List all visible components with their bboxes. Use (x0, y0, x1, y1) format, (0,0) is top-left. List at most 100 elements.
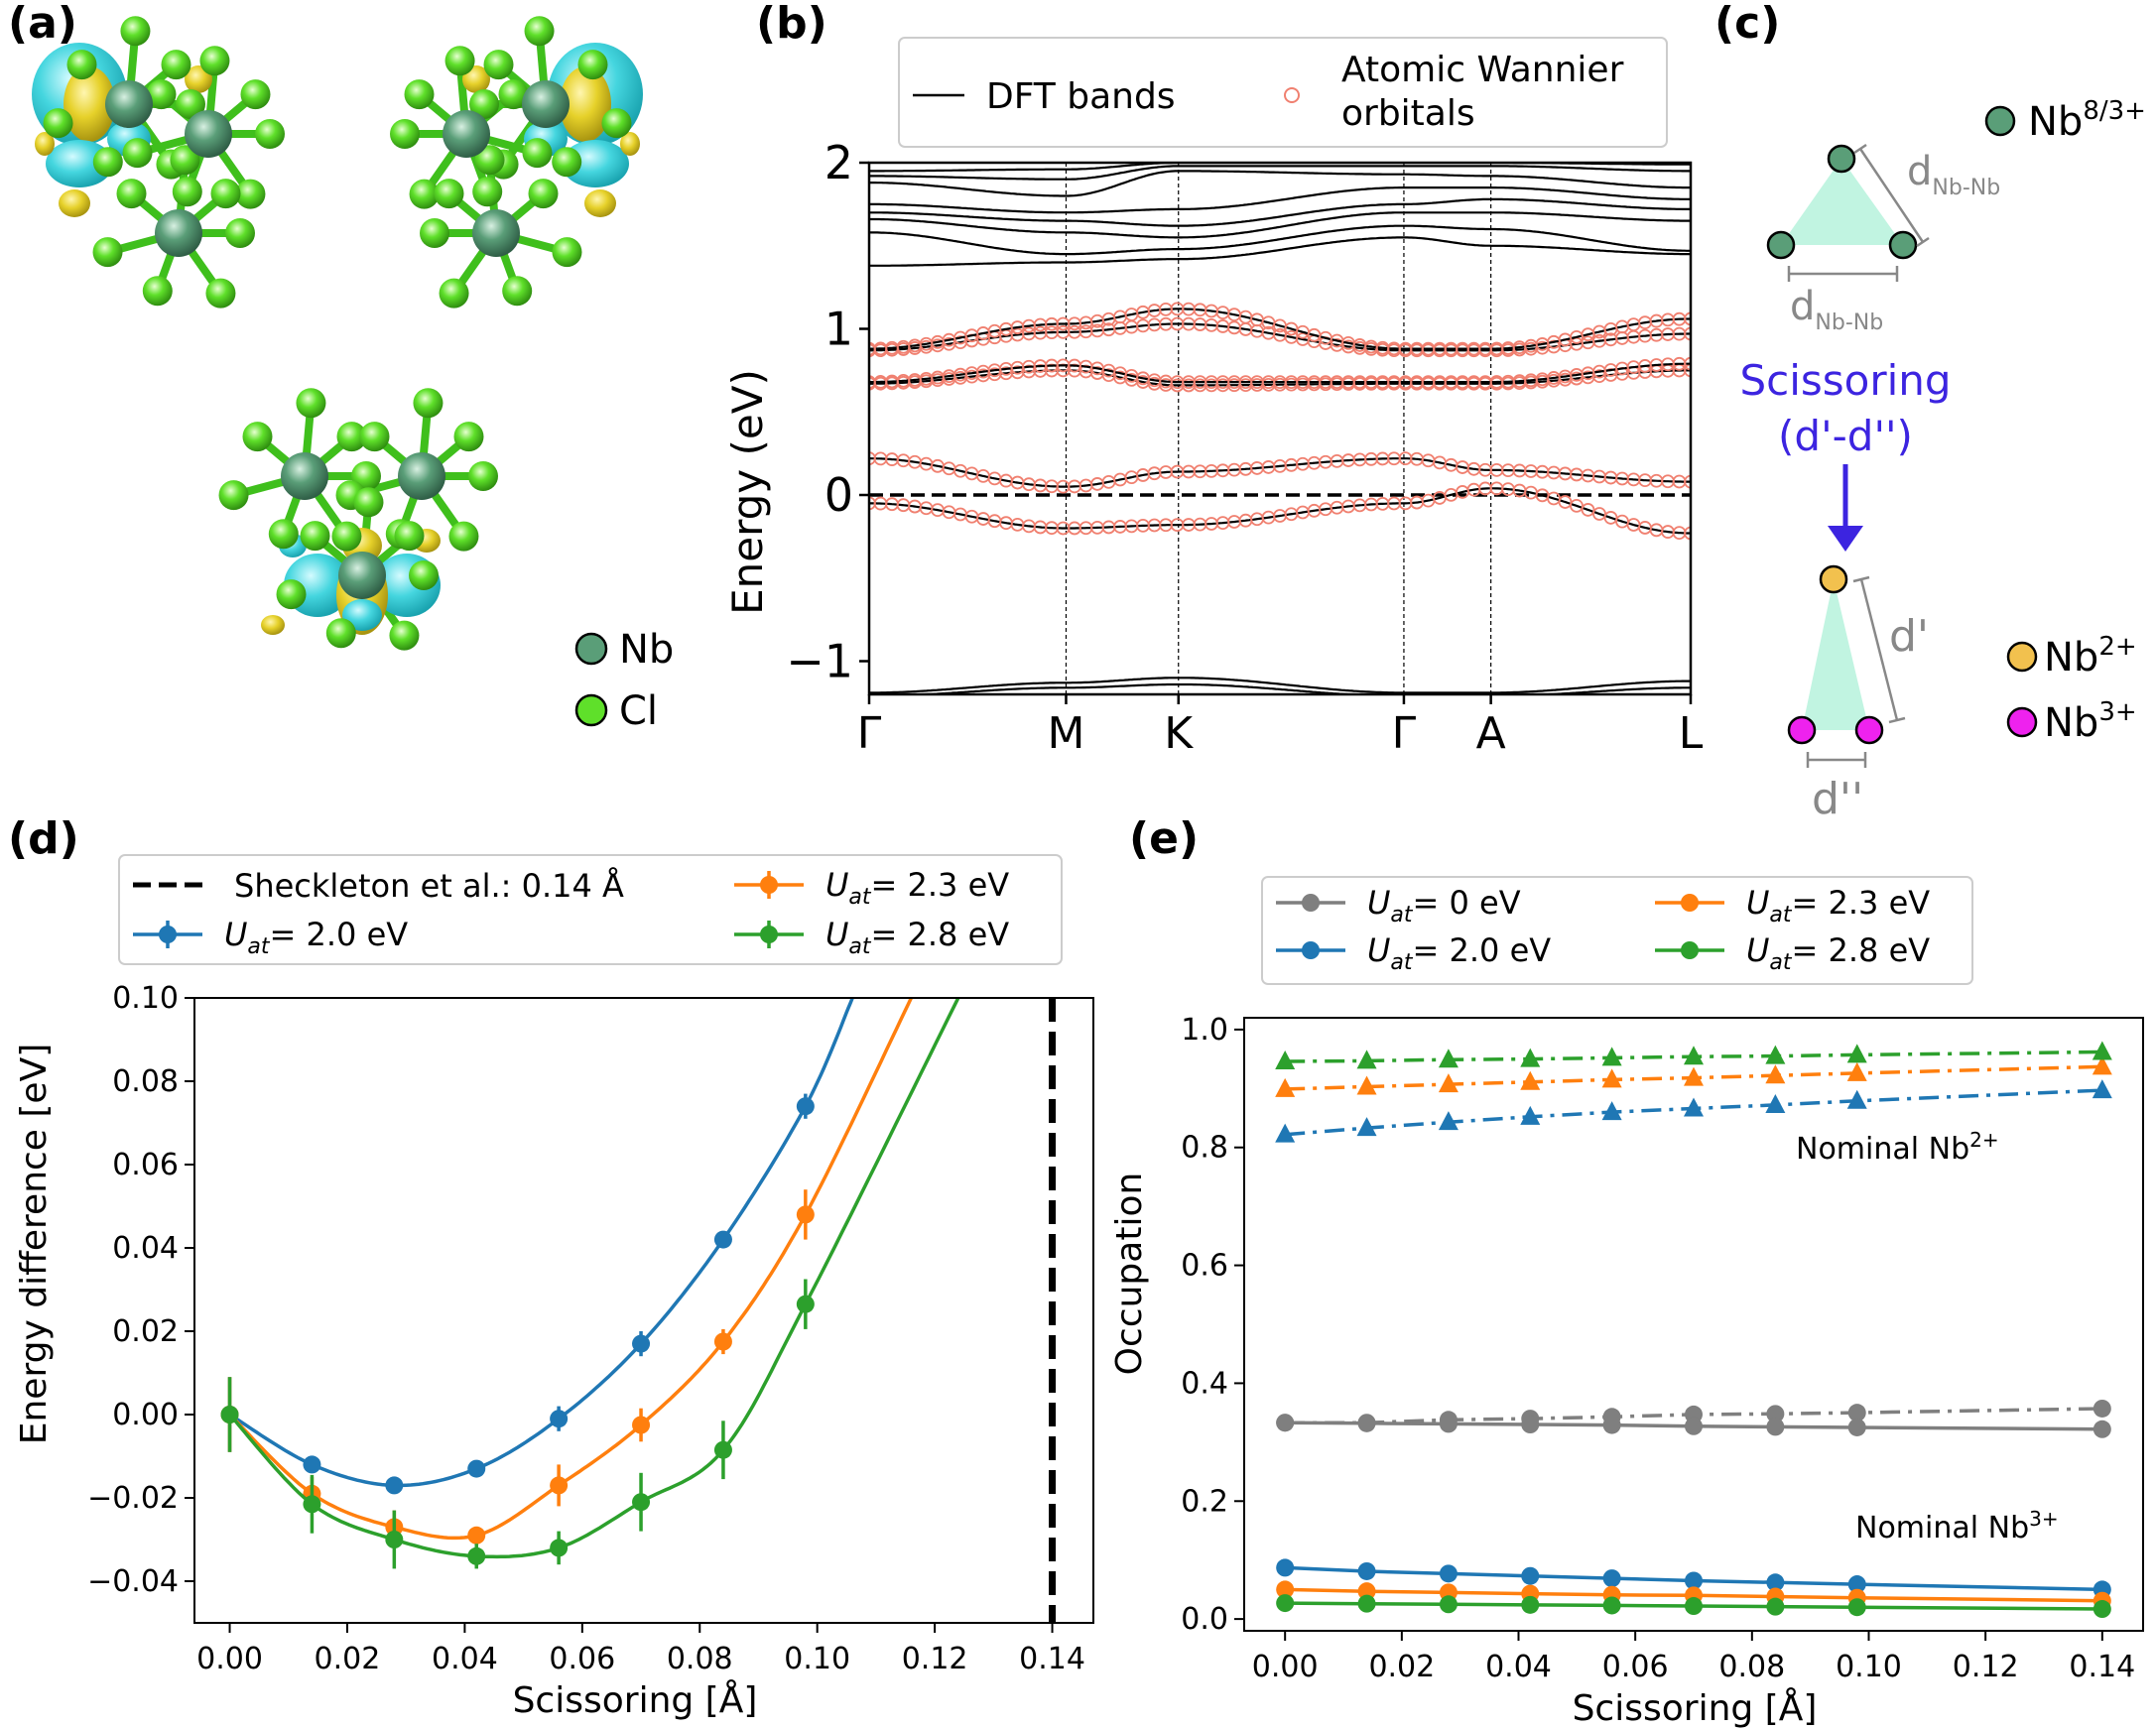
nb-atom (398, 452, 445, 500)
wannier-point (1684, 311, 1691, 326)
nb2-legend-label: Nb2+ (2044, 632, 2137, 680)
xtick-label: 0.12 (902, 1642, 968, 1676)
cl-atom (353, 487, 384, 518)
xtick-label: 0.06 (1602, 1650, 1669, 1684)
data-point (1520, 1070, 1541, 1090)
data-point (467, 1459, 486, 1478)
legend-wannier-label-2: orbitals (1341, 93, 1475, 134)
legend-entry: Uat= 2.0 eV (133, 916, 408, 959)
data-point (385, 1476, 404, 1495)
data-point (1276, 1414, 1295, 1432)
legend-marker (1302, 941, 1320, 959)
data-point (467, 1546, 486, 1565)
nb-atom (443, 110, 490, 158)
ytick-label: −0.02 (87, 1481, 179, 1516)
data-point (1276, 1594, 1295, 1613)
orbital-lobe-cyan (342, 599, 382, 631)
orbital-lobe-yellow (63, 66, 115, 142)
cl-atom (522, 138, 553, 169)
cl-atom (116, 179, 147, 209)
data-point (1685, 1571, 1703, 1590)
ytick-label: 0 (824, 468, 853, 522)
data-point (1356, 1050, 1377, 1069)
nb2-atom (1819, 564, 1848, 594)
band-structure-plot: 210−1Γ M K Γ A L (786, 136, 1704, 759)
dft-band-14 (869, 677, 1691, 694)
orbital-lobe-yellow (185, 65, 212, 93)
dft-band-8 (869, 211, 1691, 239)
orbital-lobe-yellow (462, 65, 490, 93)
data-point (1439, 1595, 1458, 1614)
series-line-0 (228, 998, 854, 1488)
xtick-label: 0.14 (2069, 1650, 2135, 1684)
legend-box (898, 37, 1668, 148)
molecule-3 (218, 388, 498, 651)
data-point (1766, 1418, 1785, 1436)
cl-atom (120, 16, 151, 47)
kpoint-label: Γ (857, 708, 882, 759)
ytick-label: 0.08 (112, 1064, 179, 1099)
nb-atom (105, 80, 153, 128)
dft-band-11 (869, 170, 1691, 197)
dft-band-4 (869, 322, 1691, 352)
legend-marker (1302, 894, 1320, 912)
legend-label: Uat= 2.3 eV (1746, 884, 1930, 927)
data-point (2093, 1420, 2111, 1438)
molecule-1 (32, 16, 285, 309)
legend-label: Uat= 2.8 eV (1746, 931, 1930, 975)
cl-atom (268, 519, 299, 550)
xtick-label: 0.00 (1252, 1650, 1319, 1684)
legend-wannier-marker (1284, 87, 1300, 103)
xtick-label: 0.04 (432, 1642, 498, 1676)
xtick-label: 0.12 (1953, 1650, 2019, 1684)
xtick-label: 0.10 (784, 1642, 850, 1676)
kpoint-label: M (1047, 708, 1084, 759)
data-point (1765, 1064, 1786, 1084)
distorted-triangle (1802, 579, 1869, 730)
data-point (1684, 1046, 1704, 1065)
cl-atom (468, 461, 498, 491)
data-point (1846, 1089, 1867, 1109)
data-point (1685, 1417, 1703, 1435)
cl-atom (92, 147, 123, 178)
data-point (1602, 1416, 1621, 1434)
ytick-label: 0.10 (112, 981, 179, 1016)
dft-band-9 (869, 197, 1691, 227)
legend-marker (1681, 894, 1699, 912)
ytick-label: 0.06 (112, 1148, 179, 1182)
cl-atom (142, 276, 173, 307)
ytick-label: 0.2 (1181, 1484, 1228, 1519)
data-point (1357, 1414, 1376, 1432)
panel-label-e: (e) (1129, 813, 1199, 864)
legend-label: Uat= 2.8 eV (825, 916, 1009, 959)
legend-entry: Uat= 2.3 eV (734, 866, 1009, 910)
data-point (2092, 1079, 2112, 1099)
data-point (1438, 1073, 1458, 1093)
data-point (1275, 1077, 1296, 1097)
cl-atom (524, 16, 555, 47)
cl-atom (552, 237, 582, 268)
orbital-lobe-yellow (261, 615, 285, 635)
cl-atom (552, 147, 582, 178)
orbital-lobe-yellow (59, 189, 90, 217)
nb3-right-atom (1854, 715, 1884, 745)
panel-b-ylabel: Energy (eV) (723, 369, 772, 615)
data-point (1684, 1097, 1704, 1117)
legend-sheckleton-label: Sheckleton et al.: 0.14 Å (234, 867, 624, 905)
dprime-bracket (1859, 578, 1899, 721)
cl-atom (389, 620, 420, 651)
cl-atom (448, 521, 479, 552)
panel-e-xlabel: Scissoring [Å] (1573, 1686, 1818, 1729)
cl-atom (296, 388, 326, 419)
legend-marker (760, 876, 778, 894)
cl-atom (409, 179, 440, 209)
data-point (1602, 1569, 1621, 1588)
panel-b-legend: DFT bands Atomic Wannier orbitals (898, 37, 1668, 148)
dnbnb-bracket-diag (1858, 148, 1925, 243)
legend-cl-label: Cl (619, 688, 658, 734)
data-point (1520, 1105, 1541, 1125)
xtick-label: 0.02 (315, 1642, 381, 1676)
data-point (1276, 1580, 1295, 1599)
cl-atom (359, 422, 390, 452)
legend-entry: Uat= 2.8 eV (734, 916, 1009, 959)
